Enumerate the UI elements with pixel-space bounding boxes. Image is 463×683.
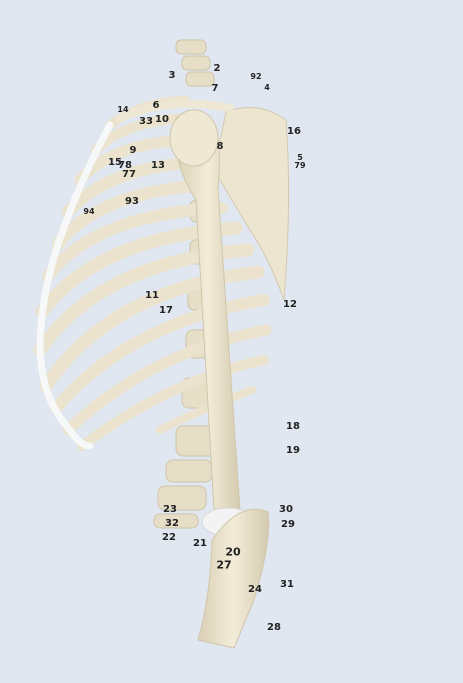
- label-15: 15: [108, 157, 122, 168]
- label-5: 5: [297, 153, 303, 162]
- label-20: 20: [225, 545, 241, 559]
- label-94: 94: [83, 207, 95, 216]
- label-77: 77: [122, 169, 136, 180]
- label-9: 9: [129, 145, 137, 156]
- scapula-shape: [213, 107, 290, 301]
- label-33: 33: [139, 116, 153, 127]
- label-79: 79: [294, 161, 306, 170]
- label-32: 32: [165, 518, 179, 529]
- label-30: 30: [279, 504, 293, 515]
- label-17: 17: [159, 305, 173, 316]
- label-4: 4: [264, 83, 270, 92]
- label-12: 12: [283, 299, 297, 310]
- label-13: 13: [151, 160, 165, 171]
- clavicle: [116, 99, 234, 122]
- humeral-head: [169, 109, 219, 167]
- label-28: 28: [267, 622, 281, 633]
- label-2: 2: [213, 63, 221, 74]
- label-3: 3: [168, 70, 176, 81]
- label-6: 6: [152, 100, 160, 111]
- label-10: 10: [155, 114, 169, 125]
- label-21: 21: [193, 538, 207, 549]
- label-18: 18: [286, 421, 300, 432]
- label-23: 23: [163, 504, 177, 515]
- forearm: [197, 508, 270, 649]
- label-24: 24: [248, 584, 262, 595]
- label-14: 14: [117, 105, 129, 114]
- label-92: 92: [250, 72, 262, 81]
- label-93: 93: [125, 196, 139, 207]
- label-19: 19: [286, 445, 300, 456]
- costal-cartilage: [36, 121, 114, 450]
- label-78: 78: [118, 160, 132, 171]
- label-27: 27: [216, 558, 232, 572]
- label-8: 8: [216, 141, 224, 152]
- label-11: 11: [145, 290, 159, 301]
- label-22: 22: [162, 532, 176, 543]
- label-29: 29: [281, 519, 295, 530]
- label-31: 31: [280, 579, 294, 590]
- label-16: 16: [287, 126, 301, 137]
- label-7: 7: [211, 83, 219, 94]
